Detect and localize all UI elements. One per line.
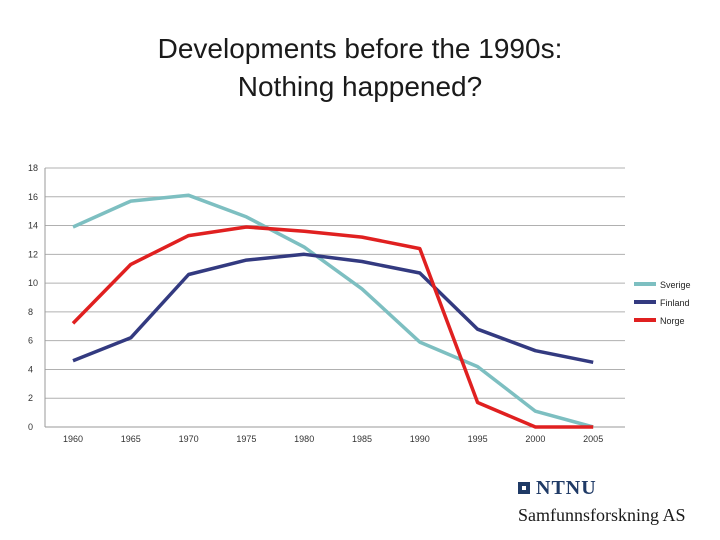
y-tick-label: 2	[28, 393, 33, 403]
y-tick-label: 10	[28, 278, 38, 288]
slide-title: Developments before the 1990s: Nothing h…	[0, 30, 720, 106]
legend: Sverige Finland Norge	[634, 280, 691, 326]
legend-label-sverige: Sverige	[660, 280, 691, 290]
series-line-sverige	[72, 193, 594, 429]
x-tick-label: 1980	[294, 434, 314, 444]
title-line-1: Developments before the 1990s:	[157, 33, 563, 64]
x-tick-label: 1995	[468, 434, 488, 444]
legend-label-norge: Norge	[660, 316, 685, 326]
x-tick-label: 2000	[525, 434, 545, 444]
x-tick-label: 1960	[63, 434, 83, 444]
y-tick-label: 8	[28, 307, 33, 317]
grid-lines	[45, 167, 625, 428]
y-tick-label: 0	[28, 422, 33, 432]
x-tick-label: 1965	[121, 434, 141, 444]
series-lines	[71, 193, 594, 429]
x-tick-label: 1985	[352, 434, 372, 444]
y-tick-label: 14	[28, 221, 38, 231]
x-tick-label: 1975	[236, 434, 256, 444]
ntnu-square-icon	[518, 482, 530, 494]
y-tick-label: 16	[28, 192, 38, 202]
x-tick-label: 1990	[410, 434, 430, 444]
y-tick-label: 6	[28, 336, 33, 346]
y-tick-label: 18	[28, 163, 38, 173]
x-tick-label: 1970	[179, 434, 199, 444]
logo-org-text: Samfunnsforskning AS	[518, 505, 686, 525]
y-tick-label: 12	[28, 249, 38, 259]
y-tick-label: 4	[28, 364, 33, 374]
title-line-2: Nothing happened?	[237, 71, 483, 102]
series-line-finland	[72, 252, 594, 365]
series-line-norge	[71, 225, 594, 429]
ntnu-samfunnsforskning-logo: NTNU Samfunnsforskning AS	[518, 477, 708, 527]
x-tick-label: 2005	[583, 434, 603, 444]
logo-ntnu-text: NTNU	[536, 476, 597, 499]
axes: 0 2 4 6 8 10 12 14 16 18 1960 1965 1970 1975 1980 1985 1…	[28, 163, 603, 444]
legend-label-finland: Finland	[660, 298, 690, 308]
